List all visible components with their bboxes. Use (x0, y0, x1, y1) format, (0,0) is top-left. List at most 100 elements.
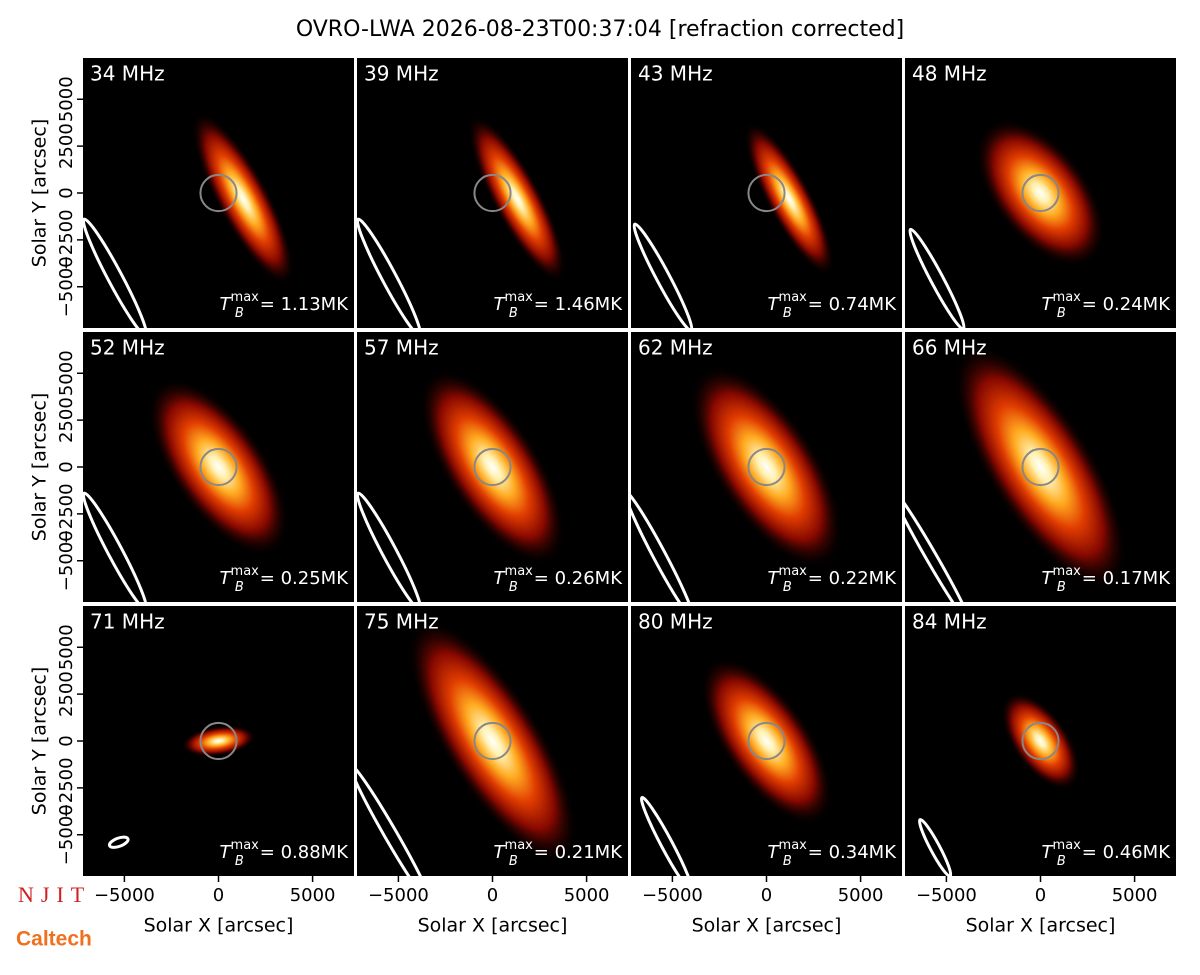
beam (918, 818, 953, 876)
y-tick-label: 2500 (56, 397, 77, 443)
subscript: B (1057, 306, 1066, 321)
symbol: T (768, 294, 781, 315)
value-text: = 0.26MK (534, 568, 623, 589)
panel (83, 58, 354, 328)
subscript: B (783, 854, 792, 869)
superscript: max (779, 290, 808, 305)
symbol: T (220, 294, 233, 315)
frequency-label: 57 MHz (364, 336, 439, 360)
tb-max-label: Tmax B = 0.25MK (220, 564, 350, 595)
superscript: max (231, 838, 260, 853)
y-tick-label: 5000 (56, 76, 77, 122)
beam (83, 491, 149, 602)
x-tick-label: −5000 (642, 885, 703, 906)
frequency-label: 71 MHz (90, 610, 165, 634)
panel (631, 58, 902, 328)
value-text: = 1.13MK (260, 294, 349, 315)
symbol: T (220, 842, 233, 863)
x-tick-label: 5000 (1112, 885, 1158, 906)
frequency-label: 34 MHz (90, 62, 165, 86)
superscript: max (505, 564, 534, 579)
panel (631, 332, 902, 602)
y-tick-label: 2500 (56, 671, 77, 717)
y-tick-label: 0 (56, 461, 77, 472)
frequency-label: 43 MHz (638, 62, 713, 86)
y-axis-label: Solar Y [arcsec] (29, 393, 51, 541)
value-text: = 0.21MK (534, 842, 623, 863)
panel (631, 606, 902, 876)
symbol: T (494, 294, 507, 315)
emission (181, 725, 256, 757)
value-text: = 1.46MK (534, 294, 623, 315)
y-tick-label: −2500 (56, 209, 77, 270)
emission (407, 618, 578, 864)
symbol: T (768, 568, 781, 589)
value-text: = 0.46MK (1082, 842, 1171, 863)
y-tick-label: 0 (56, 735, 77, 746)
emission (467, 114, 567, 283)
solar-disk (1021, 721, 1060, 761)
superscript: max (779, 564, 808, 579)
frequency-label: 80 MHz (638, 610, 713, 634)
value-text: = 0.34MK (808, 842, 897, 863)
panel (357, 606, 628, 876)
emission (975, 118, 1106, 268)
emission (1000, 692, 1081, 790)
solar-disk (199, 721, 238, 761)
x-tick-label: 5000 (564, 885, 610, 906)
value-text: = 0.74MK (808, 294, 897, 315)
superscript: max (505, 290, 534, 305)
emission (419, 368, 566, 566)
subscript: B (1057, 854, 1066, 869)
beam (357, 763, 434, 876)
y-tick-label: 5000 (56, 350, 77, 396)
tb-max-label: Tmax B = 0.88MK (220, 838, 350, 869)
tb-max-label: Tmax B = 0.74MK (768, 290, 898, 321)
frequency-label: 66 MHz (912, 336, 987, 360)
subscript: B (509, 306, 518, 321)
tb-max-label: Tmax B = 0.24MK (1042, 290, 1172, 321)
symbol: T (768, 842, 781, 863)
x-tick-label: −5000 (368, 885, 429, 906)
solar-disk (473, 447, 512, 487)
solar-disk (1021, 173, 1060, 213)
tb-max-label: Tmax B = 0.17MK (1042, 564, 1172, 595)
y-tick-label: 2500 (56, 123, 77, 169)
logo-caltech: Caltech (16, 928, 92, 951)
solar-disk (199, 447, 238, 487)
beam (640, 796, 694, 876)
frequency-label: 75 MHz (364, 610, 439, 634)
y-tick-label: 0 (56, 187, 77, 198)
value-text: = 0.25MK (260, 568, 349, 589)
emission (191, 111, 295, 286)
tb-max-label: Tmax B = 0.26MK (494, 564, 624, 595)
x-tick-label: 0 (213, 885, 224, 906)
tb-max-label: Tmax B = 0.22MK (768, 564, 898, 595)
beam (632, 222, 694, 328)
solar-disk (1021, 447, 1060, 487)
beam (107, 835, 130, 849)
solar-disk (473, 173, 512, 213)
symbol: T (494, 842, 507, 863)
subscript: B (235, 854, 244, 869)
value-text: = 0.88MK (260, 842, 349, 863)
subscript: B (509, 580, 518, 595)
subscript: B (783, 306, 792, 321)
solar-disk (199, 173, 238, 213)
value-text: = 0.22MK (808, 568, 897, 589)
y-tick-label: −2500 (56, 483, 77, 544)
frequency-label: 84 MHz (912, 610, 987, 634)
panel (83, 606, 354, 876)
beam (905, 486, 973, 602)
value-text: = 0.17MK (1082, 568, 1171, 589)
panel (357, 332, 628, 602)
subscript: B (509, 854, 518, 869)
symbol: T (1042, 568, 1055, 589)
frequency-label: 62 MHz (638, 336, 713, 360)
y-tick-label: 5000 (56, 624, 77, 670)
tb-max-label: Tmax B = 1.13MK (220, 290, 350, 321)
y-tick-label: −5000 (56, 530, 77, 591)
panel (905, 332, 1176, 602)
superscript: max (231, 290, 260, 305)
